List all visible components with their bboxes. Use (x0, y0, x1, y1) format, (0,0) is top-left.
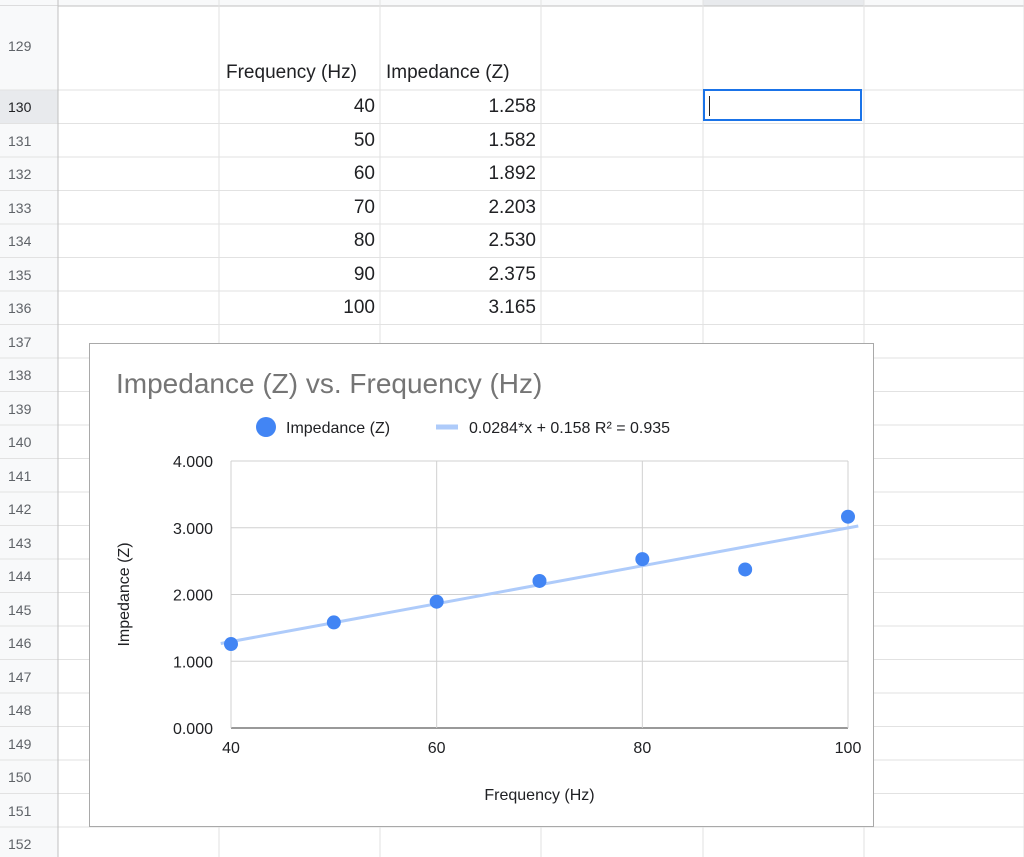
x-tick-label: 100 (835, 740, 862, 757)
data-point[interactable] (429, 594, 444, 609)
cell-frequency[interactable]: 40 (353, 96, 375, 117)
row-number-135[interactable]: 135 (8, 266, 32, 283)
y-tick-label: 2.000 (173, 588, 213, 605)
x-tick-label: 80 (633, 740, 651, 757)
y-tick-label: 3.000 (173, 521, 213, 538)
cell-frequency[interactable]: 80 (353, 230, 375, 251)
legend-label-impedance: Impedance (Z) (286, 420, 390, 437)
row-number-146[interactable]: 146 (8, 635, 32, 651)
y-tick-label: 4.000 (173, 454, 213, 471)
x-axis-title: Frequency (Hz) (484, 787, 594, 804)
chart-canvas: Impedance (Z) vs. Frequency (Hz) Impedanc… (116, 368, 862, 804)
chart-title: Impedance (Z) vs. Frequency (Hz) (116, 368, 542, 399)
header-impedance[interactable]: Impedance (Z) (386, 62, 510, 83)
row-number-130[interactable]: 130 (8, 99, 32, 115)
x-tick-label: 60 (428, 740, 446, 757)
y-axis-title: Impedance (Z) (116, 542, 133, 646)
row-number-151[interactable]: 151 (8, 802, 32, 819)
legend-label-trendline: 0.0284*x + 0.158 R² = 0.935 (469, 420, 670, 437)
row-number-129[interactable]: 129 (8, 38, 32, 54)
y-tick-label: 0.000 (173, 721, 213, 738)
data-point[interactable] (532, 573, 547, 588)
row-number-131[interactable]: 131 (8, 132, 32, 149)
cell-impedance[interactable]: 2.530 (488, 230, 536, 251)
cell-impedance[interactable]: 1.892 (488, 163, 536, 184)
row-number-148[interactable]: 148 (8, 702, 32, 718)
data-point[interactable] (738, 562, 753, 577)
row-number-150[interactable]: 150 (8, 769, 32, 785)
row-number-147[interactable]: 147 (8, 668, 32, 685)
selected-cell[interactable] (703, 89, 862, 121)
cell-frequency[interactable]: 50 (353, 129, 375, 151)
row-number-149[interactable]: 149 (8, 735, 32, 752)
text-cursor (709, 96, 710, 116)
cell-impedance[interactable]: 1.258 (488, 96, 536, 117)
row-number-142[interactable]: 142 (8, 501, 32, 517)
row-number-133[interactable]: 133 (8, 199, 32, 216)
row-number-132[interactable]: 132 (8, 166, 32, 182)
cell-impedance[interactable]: 1.582 (488, 129, 536, 151)
header-frequency[interactable]: Frequency (Hz) (226, 62, 357, 83)
data-point[interactable] (326, 615, 341, 630)
cell-impedance[interactable]: 3.165 (488, 297, 536, 318)
cell-frequency[interactable]: 70 (353, 196, 375, 218)
legend-marker-impedance (256, 417, 276, 437)
y-tick-label: 1.000 (173, 654, 213, 671)
row-number-143[interactable]: 143 (8, 534, 32, 551)
data-point[interactable] (224, 637, 238, 652)
row-number-144[interactable]: 144 (8, 568, 32, 584)
row-number-138[interactable]: 138 (8, 367, 32, 383)
data-point[interactable] (841, 509, 855, 524)
row-number-140[interactable]: 140 (8, 434, 32, 450)
cell-frequency[interactable]: 60 (353, 163, 375, 184)
cell-impedance[interactable]: 2.203 (488, 196, 536, 218)
row-number-141[interactable]: 141 (8, 467, 32, 484)
chart[interactable]: Impedance (Z) vs. Frequency (Hz) Impedanc… (89, 343, 874, 827)
cell-impedance[interactable]: 2.375 (488, 263, 536, 285)
row-number-137[interactable]: 137 (8, 333, 32, 350)
row-number-134[interactable]: 134 (8, 233, 32, 249)
row-number-136[interactable]: 136 (8, 300, 32, 316)
cell-frequency[interactable]: 90 (353, 263, 375, 285)
row-number-139[interactable]: 139 (8, 400, 32, 417)
cell-frequency[interactable]: 100 (343, 297, 375, 318)
data-point[interactable] (635, 552, 650, 567)
row-number-152[interactable]: 152 (8, 836, 32, 852)
x-tick-label: 40 (222, 740, 240, 757)
row-number-145[interactable]: 145 (8, 601, 32, 618)
